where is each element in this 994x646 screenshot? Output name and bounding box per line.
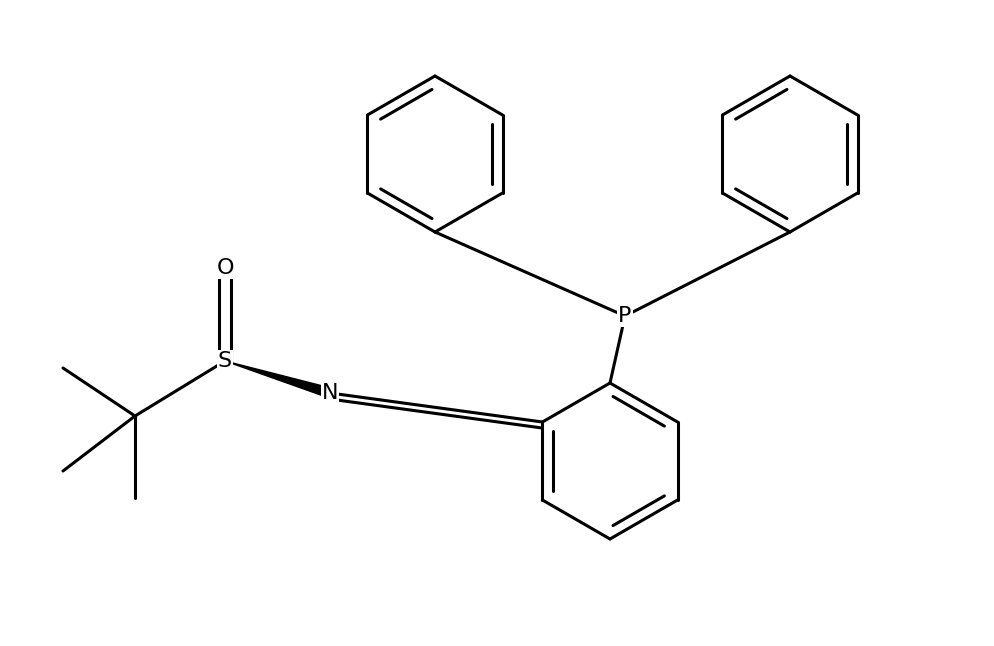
Polygon shape <box>225 361 331 398</box>
Text: O: O <box>217 258 234 278</box>
Text: P: P <box>618 306 632 326</box>
Text: S: S <box>218 351 232 371</box>
Text: N: N <box>322 383 338 403</box>
